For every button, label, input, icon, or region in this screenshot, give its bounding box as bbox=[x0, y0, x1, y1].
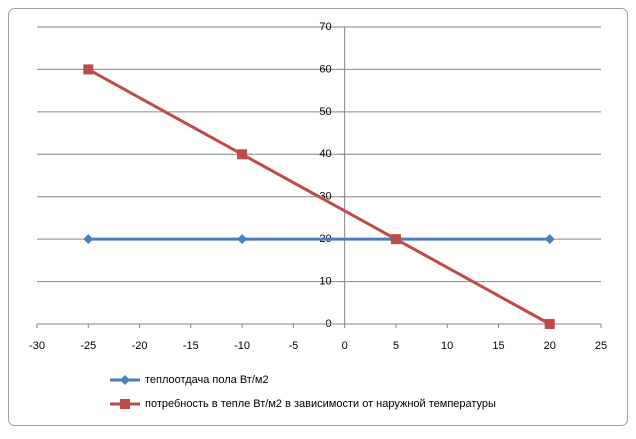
data-point bbox=[390, 234, 401, 245]
x-tick-label: -15 bbox=[183, 340, 199, 352]
data-point bbox=[83, 64, 94, 75]
legend-marker bbox=[120, 399, 130, 409]
x-tick-label: 10 bbox=[441, 340, 453, 352]
data-point bbox=[83, 234, 94, 245]
x-tick-label: -10 bbox=[234, 340, 250, 352]
legend-marker bbox=[120, 375, 130, 385]
data-point bbox=[544, 319, 555, 329]
chart-frame bbox=[8, 8, 628, 426]
y-tick-label: 50 bbox=[319, 106, 331, 118]
x-tick-label: -20 bbox=[132, 340, 148, 352]
x-tick-label: -5 bbox=[288, 340, 298, 352]
y-tick-label: 10 bbox=[319, 275, 331, 287]
y-tick-label: 40 bbox=[319, 148, 331, 160]
x-tick-label: 5 bbox=[393, 340, 399, 352]
x-tick-label: 25 bbox=[595, 340, 607, 352]
x-tick-label: 15 bbox=[492, 340, 504, 352]
data-point bbox=[544, 234, 555, 245]
x-tick-label: 0 bbox=[342, 340, 348, 352]
y-tick-label: 60 bbox=[319, 63, 331, 75]
x-tick-label: -30 bbox=[29, 340, 45, 352]
data-point bbox=[237, 149, 248, 160]
x-tick-label: -25 bbox=[80, 340, 96, 352]
data-point bbox=[237, 234, 248, 245]
x-tick-label: 20 bbox=[544, 340, 556, 352]
series-line bbox=[87, 68, 551, 326]
legend-label: теплоотдача пола Вт/м2 bbox=[145, 374, 269, 386]
legend-label: потребность в тепле Вт/м2 в зависимости … bbox=[145, 398, 496, 410]
y-tick-label: 70 bbox=[319, 21, 331, 33]
